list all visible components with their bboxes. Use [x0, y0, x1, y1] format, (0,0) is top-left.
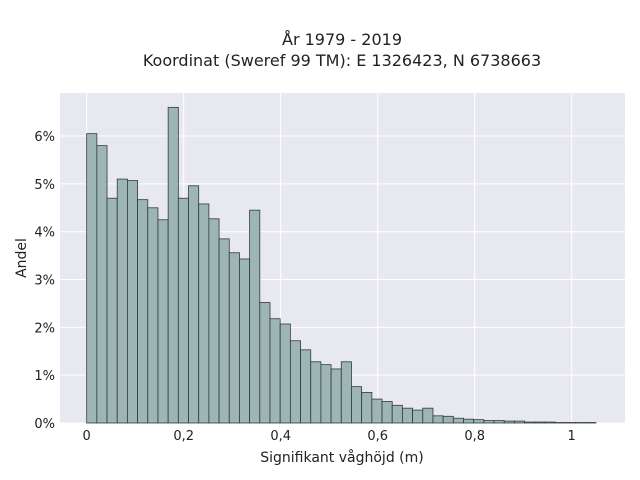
y-axis-label: Andel [14, 238, 30, 278]
histogram-bar [157, 219, 169, 424]
histogram-bar [208, 218, 220, 424]
histogram-bar [289, 340, 301, 424]
histogram-bar [218, 238, 230, 424]
y-tick-label: 3% [34, 274, 55, 289]
y-tick-label: 2% [34, 321, 55, 336]
histogram-bar [452, 417, 464, 424]
y-tick-label: 6% [34, 130, 55, 145]
y-tick-label: 5% [34, 178, 55, 193]
histogram-bar [442, 415, 454, 424]
histogram-bar [127, 180, 138, 424]
histogram-bar [279, 323, 291, 424]
histogram-bar [177, 197, 189, 424]
histogram-bar [300, 349, 312, 424]
histogram-bar [330, 368, 342, 424]
histogram-bar [320, 364, 332, 424]
x-axis-label: Signifikant våghöjd (m) [260, 449, 423, 466]
histogram-bar [514, 420, 526, 424]
histogram-bar [147, 207, 159, 424]
histogram-bar [86, 133, 98, 424]
histogram-bar [239, 258, 251, 424]
y-tick-label: 1% [34, 369, 55, 384]
histogram-bar [483, 420, 495, 424]
x-tick-label: 0 [83, 429, 91, 444]
y-axis-ticks: 0% 1% 2% 3% 4% 5% 6% [34, 130, 55, 432]
histogram-bar [391, 404, 403, 424]
histogram-bar [340, 361, 352, 424]
x-tick-label: 0,2 [173, 429, 194, 444]
histogram-bar [361, 391, 373, 424]
histogram-bar [167, 106, 179, 424]
histogram-bar [310, 361, 322, 424]
histogram-bar [371, 398, 383, 424]
y-tick-label: 0% [34, 417, 55, 432]
x-tick-label: 0,6 [367, 429, 388, 444]
histogram-bar [188, 185, 200, 424]
x-axis-ticks: 0 0,2 0,4 0,6 0,8 1 [83, 429, 576, 444]
histogram-bar [381, 401, 393, 424]
x-tick-label: 1 [568, 429, 576, 444]
chart-subtitle: Koordinat (Sweref 99 TM): E 1326423, N 6… [143, 51, 541, 70]
histogram-bar [106, 197, 118, 424]
histogram-bars [86, 106, 597, 424]
histogram-bar [503, 420, 515, 424]
chart-title: År 1979 - 2019 [282, 30, 402, 49]
histogram-bar [493, 420, 505, 424]
histogram-bar [463, 418, 475, 424]
histogram-bar [351, 386, 363, 424]
histogram-bar [96, 145, 108, 424]
histogram-bar [544, 421, 556, 424]
y-tick-label: 4% [34, 226, 55, 241]
histogram-bar [473, 419, 485, 424]
x-tick-label: 0,8 [464, 429, 485, 444]
histogram-bar [228, 252, 240, 424]
histogram-bar [524, 421, 536, 424]
histogram-bar [116, 178, 128, 424]
histogram-bar [422, 407, 434, 424]
histogram-bar [259, 302, 271, 424]
histogram-bar [401, 407, 413, 424]
histogram-bar [137, 199, 149, 424]
histogram-bar [249, 209, 261, 424]
histogram-bar [534, 421, 546, 424]
histogram-bar [412, 409, 424, 424]
histogram-bar [198, 203, 210, 424]
histogram-bar [269, 318, 281, 424]
x-tick-label: 0,4 [270, 429, 291, 444]
histogram-bar [432, 415, 444, 424]
